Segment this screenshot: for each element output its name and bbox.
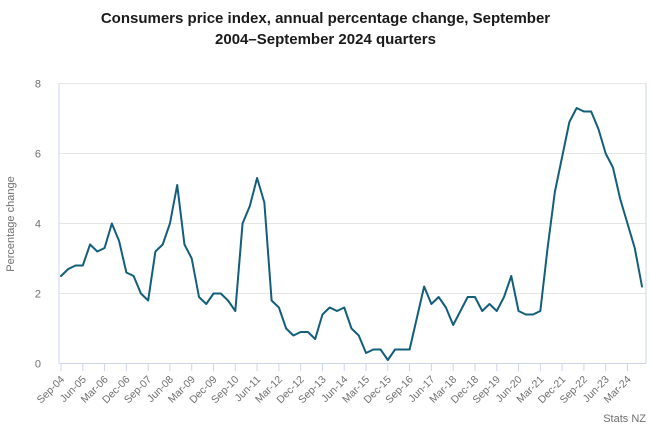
- y-tick-label: 6: [35, 148, 41, 160]
- y-tick-label: 2: [35, 288, 41, 300]
- cpi-line-series: [60, 107, 643, 361]
- chart-title: Consumers price index, annual percentage…: [0, 8, 651, 50]
- y-tick-label: 8: [35, 78, 41, 90]
- y-tick-label: 4: [35, 218, 41, 230]
- y-tick-label: 0: [35, 358, 41, 370]
- chart-title-line-1: Consumers price index, annual percentage…: [100, 10, 551, 27]
- source-label: Stats NZ: [603, 413, 646, 425]
- chart-title-line-2: 2004–September 2024 quarters: [215, 31, 436, 48]
